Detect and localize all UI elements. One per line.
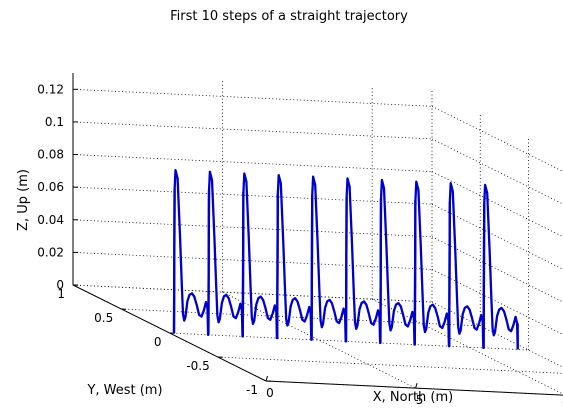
x-axis-label: X, North (m) bbox=[373, 390, 453, 405]
y-tick-label: 0 bbox=[154, 335, 162, 349]
y-tick-label: -0.5 bbox=[186, 359, 209, 373]
z-axis-label: Z, Up (m) bbox=[16, 169, 31, 231]
z-tick-label: 0.12 bbox=[37, 82, 64, 96]
grid-line-z-side-wall bbox=[431, 105, 563, 172]
y-tick-label: 0.5 bbox=[94, 311, 113, 325]
x-tick-mark bbox=[265, 375, 268, 382]
y-axis-label: Y, West (m) bbox=[86, 383, 162, 398]
z-tick-label: 0.04 bbox=[37, 213, 64, 227]
grid-line-z-side-wall bbox=[431, 236, 563, 303]
y-tick-label: 1 bbox=[57, 287, 65, 301]
chart-title: First 10 steps of a straight trajectory bbox=[170, 9, 408, 24]
z-tick-label: 0.02 bbox=[37, 245, 64, 259]
x-tick-label: 0 bbox=[266, 386, 274, 400]
z-tick-label: 0.08 bbox=[37, 148, 64, 162]
grid-line-z-back-wall bbox=[72, 154, 433, 172]
grid-line-z-back-wall bbox=[72, 121, 433, 140]
x-axis-line bbox=[265, 380, 563, 396]
x-tick-label: 5 bbox=[416, 393, 424, 407]
grid-line-y-floor bbox=[169, 332, 529, 351]
grid-line-z-back-wall bbox=[72, 219, 433, 238]
grid-line-z-side-wall bbox=[431, 203, 563, 270]
grid-line-z-side-wall bbox=[431, 138, 563, 205]
trajectory-series bbox=[172, 169, 519, 350]
grid-line-z-side-wall bbox=[431, 301, 563, 368]
grid-line-y-floor bbox=[121, 308, 481, 327]
z-tick-label: 0.06 bbox=[37, 180, 64, 194]
grid-line-z-back-wall bbox=[72, 284, 433, 303]
axes-box bbox=[72, 73, 563, 396]
grid-line-z-side-wall bbox=[431, 171, 563, 238]
trajectory-line bbox=[172, 169, 519, 350]
grid-line-z-back-wall bbox=[72, 186, 433, 205]
grid-line-z-back-wall bbox=[72, 251, 433, 270]
x-tick-label: 10 bbox=[562, 400, 563, 414]
grid-line-y-floor bbox=[217, 356, 563, 374]
z-tick-label: 0.1 bbox=[45, 115, 64, 129]
z-tick-label: 0 bbox=[56, 278, 64, 292]
grid-line-z-side-wall bbox=[431, 269, 563, 335]
y-tick-label: -1 bbox=[246, 383, 258, 397]
x-tick-mark bbox=[415, 382, 418, 389]
grid-line-z-back-wall bbox=[72, 88, 433, 107]
